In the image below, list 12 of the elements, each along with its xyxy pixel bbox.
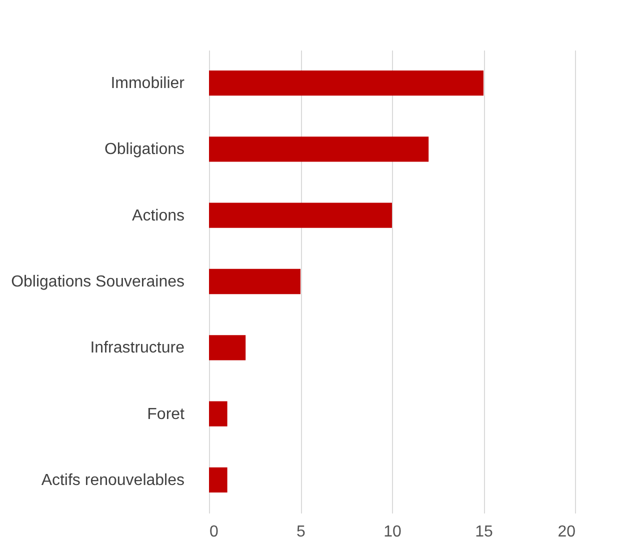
y-tick-label: Foret [147, 406, 186, 423]
x-tick-label: 5 [296, 524, 306, 540]
y-tick-label: Obligations Souveraines [11, 274, 184, 290]
y-tick-label: Obligations [104, 141, 184, 158]
x-tick-label: 10 [384, 524, 402, 540]
x-tick-label: 0 [210, 524, 218, 540]
y-tick-label: Actifs renouvelables [41, 472, 184, 489]
x-tick-label: 15 [475, 524, 493, 540]
y-tick-label: Immobilier [110, 75, 186, 92]
y-tick-label: Actions [132, 207, 184, 224]
y-tick-label: Infrastructure [90, 340, 185, 357]
x-tick-label: 20 [558, 524, 576, 540]
